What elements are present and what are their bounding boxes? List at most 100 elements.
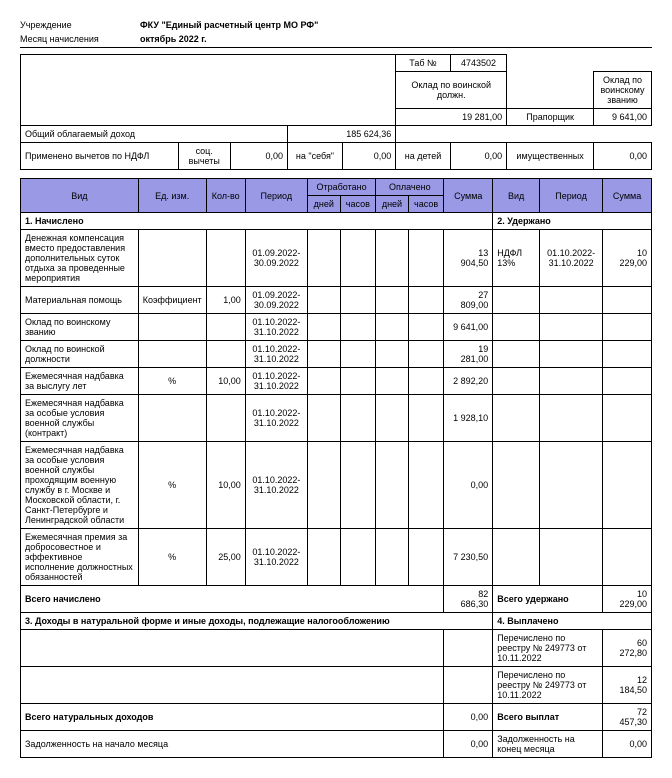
prop-value: 0,00	[594, 143, 652, 170]
debt-start-label: Задолженность на начало месяца	[21, 731, 444, 758]
cell: 25,00	[206, 529, 245, 586]
col-qty: Кол-во	[206, 179, 245, 213]
main-table: Вид Ед. изм. Кол-во Период Отработано Оп…	[20, 178, 652, 758]
withheld-value: 10 229,00	[603, 586, 652, 613]
table-row: Оклад по воинскому званию 01.10.2022-31.…	[21, 314, 652, 341]
paid-value: 72 457,30	[603, 704, 652, 731]
cell: 2 892,20	[444, 368, 493, 395]
cell: 01.10.2022-31.10.2022	[245, 442, 307, 529]
cell: 9 641,00	[444, 314, 493, 341]
table-row: Денежная компенсация вместо предоставлен…	[21, 230, 652, 287]
pay2-label: Перечислено по реестру № 249773 от 10.11…	[493, 667, 603, 704]
cell: Коэффициент	[138, 287, 206, 314]
org-label: Учреждение	[20, 20, 140, 30]
col-unit: Ед. изм.	[138, 179, 206, 213]
cell: 01.10.2022-31.10.2022	[245, 341, 307, 368]
cell: 01.09.2022-30.09.2022	[245, 230, 307, 287]
pay2-value: 12 184,50	[603, 667, 652, 704]
col-sum: Сумма	[444, 179, 493, 213]
cell: НДФЛ 13%	[493, 230, 540, 287]
cell: 27 809,00	[444, 287, 493, 314]
rank-salary-value: 9 641,00	[594, 109, 652, 126]
col-days1: дней	[307, 196, 340, 213]
cell: 01.09.2022-30.09.2022	[245, 287, 307, 314]
child-label: на детей	[396, 143, 451, 170]
col-type2: Вид	[493, 179, 540, 213]
cell: 10 229,00	[603, 230, 652, 287]
debt-start-value: 0,00	[444, 731, 493, 758]
rank-salary-label: Оклад по воинскому званию	[594, 72, 652, 109]
cell: %	[138, 442, 206, 529]
cell: Ежемесячная премия за добросовестное и э…	[21, 529, 139, 586]
col-worked: Отработано	[307, 179, 375, 196]
month-row: Месяц начисления октябрь 2022 г.	[20, 34, 652, 48]
table-row: Ежемесячная премия за добросовестное и э…	[21, 529, 652, 586]
cell: 01.10.2022-31.10.2022	[245, 529, 307, 586]
soc-label: соц. вычеты	[178, 143, 230, 170]
pay1-value: 60 272,80	[603, 630, 652, 667]
child-value: 0,00	[450, 143, 506, 170]
cell: Ежемесячная надбавка за особые условия в…	[21, 442, 139, 529]
cell: Ежемесячная надбавка за особые условия в…	[21, 395, 139, 442]
soc-value: 0,00	[230, 143, 288, 170]
col-paid: Оплачено	[376, 179, 444, 196]
col-sum2: Сумма	[603, 179, 652, 213]
self-value: 0,00	[342, 143, 395, 170]
org-row: Учреждение ФКУ "Единый расчетный центр М…	[20, 20, 652, 30]
paid-label: Всего выплат	[493, 704, 603, 731]
table-row: Оклад по воинской должности 01.10.2022-3…	[21, 341, 652, 368]
table-row: Материальная помощь Коэффициент 1,00 01.…	[21, 287, 652, 314]
rank-label: Прапорщик	[507, 109, 594, 126]
tab-value: 4743502	[450, 55, 506, 72]
col-days2: дней	[376, 196, 409, 213]
deduct-label: Применено вычетов по НДФЛ	[21, 143, 179, 170]
accrued-value: 82 686,30	[444, 586, 493, 613]
cell: 10,00	[206, 442, 245, 529]
cell: Ежемесячная надбавка за выслугу лет	[21, 368, 139, 395]
cell: 0,00	[444, 442, 493, 529]
section-1: 1. Начислено	[21, 213, 493, 230]
pos-salary-label: Оклад по воинской должн.	[396, 72, 507, 109]
cell: Оклад по воинскому званию	[21, 314, 139, 341]
nat-label: Всего натуральных доходов	[21, 704, 444, 731]
month-value: октябрь 2022 г.	[140, 34, 207, 44]
section-4: 4. Выплачено	[493, 613, 652, 630]
taxable-value: 185 624,36	[288, 126, 396, 143]
col-period: Период	[245, 179, 307, 213]
col-hours2: часов	[408, 196, 444, 213]
cell: 01.10.2022-31.10.2022	[245, 395, 307, 442]
cell: %	[138, 368, 206, 395]
cell: 7 230,50	[444, 529, 493, 586]
month-label: Месяц начисления	[20, 34, 140, 44]
cell: 01.10.2022-31.10.2022	[245, 314, 307, 341]
top-table: Таб № 4743502 Оклад по воинской должн. О…	[20, 54, 652, 170]
cell: 01.10.2022-31.10.2022	[245, 368, 307, 395]
cell: 01.10.2022-31.10.2022	[540, 230, 603, 287]
debt-end-value: 0,00	[603, 731, 652, 758]
cell: 13 904,50	[444, 230, 493, 287]
org-value: ФКУ "Единый расчетный центр МО РФ"	[140, 20, 318, 30]
debt-end-label: Задолженность на конец месяца	[493, 731, 603, 758]
cell: Оклад по воинской должности	[21, 341, 139, 368]
cell: 10,00	[206, 368, 245, 395]
self-label: на "себя"	[288, 143, 343, 170]
col-hours1: часов	[340, 196, 376, 213]
table-row: Ежемесячная надбавка за особые условия в…	[21, 442, 652, 529]
nat-value: 0,00	[444, 704, 493, 731]
pay1-label: Перечислено по реестру № 249773 от 10.11…	[493, 630, 603, 667]
cell: 1,00	[206, 287, 245, 314]
taxable-label: Общий облагаемый доход	[21, 126, 288, 143]
withheld-label: Всего удержано	[493, 586, 603, 613]
accrued-label: Всего начислено	[21, 586, 444, 613]
cell: 19 281,00	[444, 341, 493, 368]
table-row: Ежемесячная надбавка за особые условия в…	[21, 395, 652, 442]
cell: Денежная компенсация вместо предоставлен…	[21, 230, 139, 287]
section-3: 3. Доходы в натуральной форме и иные дох…	[21, 613, 493, 630]
pos-salary-value: 19 281,00	[396, 109, 507, 126]
col-period2: Период	[540, 179, 603, 213]
cell: %	[138, 529, 206, 586]
prop-label: имущественных	[507, 143, 594, 170]
cell: 1 928,10	[444, 395, 493, 442]
tab-label: Таб №	[396, 55, 451, 72]
col-type: Вид	[21, 179, 139, 213]
